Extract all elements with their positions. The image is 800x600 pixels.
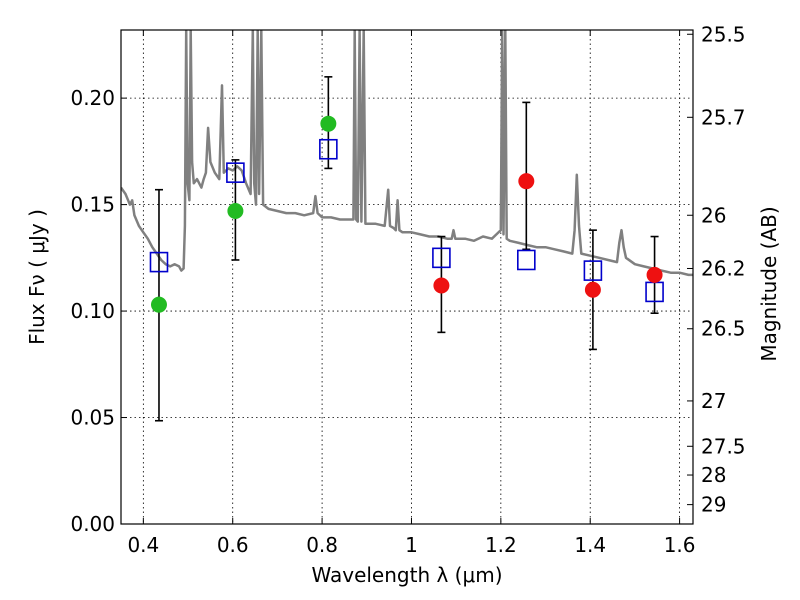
y-axis-label: Flux Fν ( μJy ) [25, 209, 49, 345]
y-tick-label: 0.00 [70, 512, 115, 536]
observed-photometry [150, 115, 663, 313]
x-tick-label: 1 [405, 533, 418, 557]
x-tick-label: 0.8 [306, 533, 338, 557]
y2-tick-label: 29 [701, 493, 726, 517]
y2-tick-label: 25.5 [701, 22, 746, 46]
error-bars [154, 76, 659, 422]
y2-tick-label: 27.5 [701, 434, 746, 458]
y2-axis-ticks: 25.5 25.7 26 26.2 26.5 27 27.5 28 29 [687, 22, 746, 517]
y2-tick-label: 25.7 [701, 105, 746, 129]
y2-tick-label: 26.2 [701, 256, 746, 280]
x-tick-label: 0.4 [127, 533, 159, 557]
model-spectrum-line [121, 30, 693, 277]
y2-tick-label: 28 [701, 463, 726, 487]
model-photometry-square [149, 251, 169, 273]
y-tick-label: 0.05 [70, 406, 115, 430]
observed-point [433, 277, 450, 294]
y2-tick-label: 26.5 [701, 317, 746, 341]
y-tick-label: 0.20 [70, 86, 115, 110]
model-spectrum [121, 30, 693, 277]
y2-tick-label: 27 [701, 389, 726, 413]
grid [121, 30, 693, 524]
model-photometry-square [583, 260, 603, 281]
model-photometry-square [319, 138, 338, 160]
y-tick-label: 0.10 [70, 299, 115, 323]
model-photometry-square [517, 249, 536, 271]
observed-point [646, 266, 663, 283]
x-tick-label: 1.4 [574, 533, 606, 557]
x-tick-label: 1.6 [664, 533, 696, 557]
y-axis-ticks: 0.00 0.05 0.10 0.15 0.20 [70, 86, 127, 536]
observed-point [150, 296, 167, 313]
observed-point [227, 202, 244, 219]
plot-frame [120, 29, 694, 525]
x-axis-label: Wavelength λ (μm) [311, 563, 502, 587]
model-photometry-square [226, 162, 245, 183]
y-tick-label: 0.15 [70, 193, 115, 217]
x-tick-label: 1.2 [485, 533, 517, 557]
y2-axis-label: Magnitude (AB) [757, 206, 781, 361]
model-photometry-square [432, 247, 451, 269]
observed-point [320, 115, 337, 132]
x-axis-ticks: 0.4 0.6 0.8 1 1.2 1.4 1.6 [127, 30, 696, 557]
x-tick-label: 0.6 [217, 533, 249, 557]
observed-point [518, 173, 535, 190]
observed-point [584, 281, 601, 298]
y2-tick-label: 26 [701, 203, 726, 227]
model-photometry [149, 138, 664, 303]
